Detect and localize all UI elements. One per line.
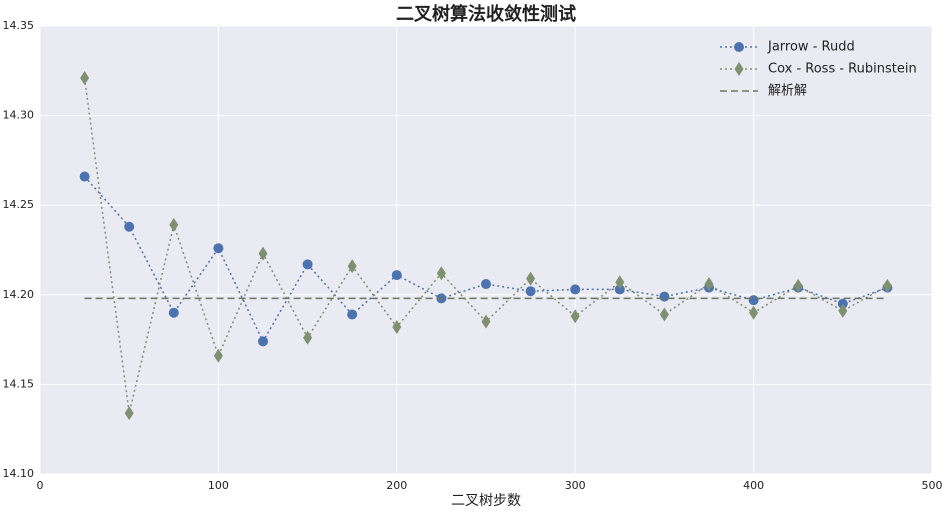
point [793,278,803,293]
point [258,336,268,347]
point [570,284,581,295]
point [525,286,536,297]
y-tick-label: 14.20 [3,288,35,301]
point [303,330,313,345]
point [80,70,90,85]
point [837,298,848,309]
point [659,307,669,322]
point [748,295,759,306]
point [347,259,357,274]
point [347,309,358,320]
point [213,243,224,254]
y-tick-label: 14.30 [3,109,35,122]
x-tick-label: 500 [922,479,943,492]
point [614,284,625,295]
x-tick-label: 400 [743,479,764,492]
y-tick-label: 14.10 [3,467,35,480]
legend-marker [734,42,744,52]
point [615,275,625,290]
point [169,217,179,232]
x-tick-label: 100 [208,479,229,492]
x-tick-label: 0 [37,479,44,492]
point [124,406,134,421]
point [168,307,179,318]
y-tick-label: 14.15 [3,377,35,390]
point [749,305,759,320]
point [481,279,491,290]
point [526,271,536,286]
point [882,278,892,293]
point [570,309,580,324]
y-tick-label: 14.25 [3,198,35,211]
chart-title: 二叉树算法收敛性测试 [396,3,576,25]
point [392,320,402,335]
legend-label: Jarrow - Rudd [767,40,855,55]
point [302,259,313,270]
point [213,348,223,363]
point [79,171,90,182]
point [659,291,670,302]
point [704,277,714,292]
x-tick-label: 200 [386,479,407,492]
point [436,266,446,281]
legend-label: 解析解 [768,84,807,99]
y-tick-label: 14.35 [3,19,35,32]
x-tick-label: 300 [565,479,586,492]
legend-marker [734,62,744,76]
point [124,221,135,232]
point [391,270,402,281]
point [481,314,491,329]
point [838,303,848,318]
point [258,246,268,261]
plot-area [40,26,932,474]
x-axis-label: 二叉树步数 [451,493,521,509]
legend-label: Cox - Ross - Rubinstein [768,62,917,77]
